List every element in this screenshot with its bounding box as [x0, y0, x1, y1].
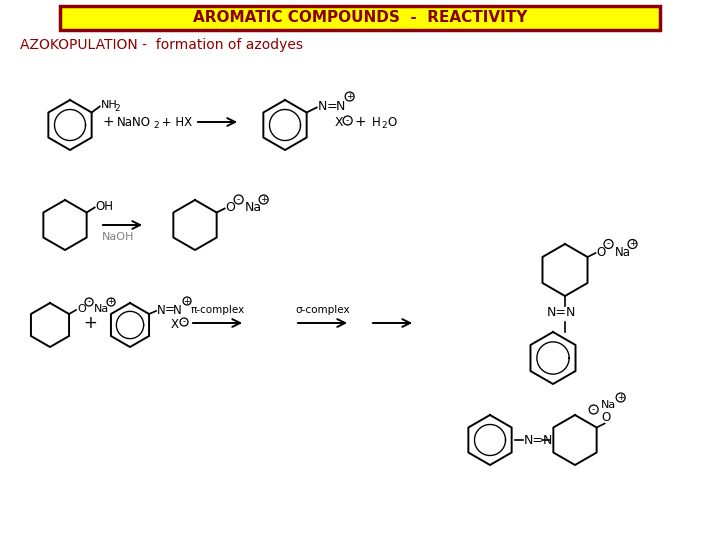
Text: 2: 2 [381, 120, 387, 130]
Text: +: + [346, 92, 354, 101]
Text: Na: Na [614, 246, 631, 259]
Text: AROMATIC COMPOUNDS  -  REACTIVITY: AROMATIC COMPOUNDS - REACTIVITY [193, 10, 527, 25]
Text: Na: Na [94, 304, 109, 314]
Text: Na: Na [600, 401, 616, 410]
Text: N=N: N=N [524, 434, 554, 447]
Text: -: - [237, 195, 240, 204]
FancyBboxPatch shape [60, 6, 660, 30]
Text: -: - [607, 240, 610, 248]
Text: O: O [387, 116, 396, 129]
Text: N: N [318, 100, 327, 113]
Text: +: + [260, 195, 267, 204]
Text: O: O [596, 246, 606, 259]
Text: +: + [354, 115, 366, 129]
Text: +: + [107, 298, 114, 307]
Text: X: X [171, 318, 179, 330]
Text: +: + [102, 115, 114, 129]
Text: =: = [327, 100, 337, 113]
Text: N: N [157, 303, 166, 316]
Text: -: - [88, 298, 91, 307]
Text: π-complex: π-complex [191, 305, 245, 315]
Text: H: H [372, 116, 381, 129]
Text: Na: Na [245, 201, 262, 214]
Text: NH: NH [101, 100, 117, 111]
Text: N: N [336, 100, 345, 113]
Text: +: + [83, 314, 97, 332]
Text: +: + [629, 240, 636, 248]
Text: OH: OH [96, 200, 114, 213]
Text: AZOKOPULATION -  formation of azodyes: AZOKOPULATION - formation of azodyes [20, 38, 303, 52]
Text: O: O [225, 201, 235, 214]
Text: 2: 2 [114, 104, 120, 113]
Text: O: O [602, 411, 611, 424]
Text: NaOH: NaOH [102, 232, 134, 242]
Text: +: + [184, 296, 191, 306]
Text: X: X [335, 116, 343, 129]
Text: -: - [183, 318, 186, 327]
Text: + HX: + HX [158, 116, 192, 129]
Text: -: - [592, 405, 595, 414]
Text: O: O [77, 304, 86, 314]
Text: +: + [617, 393, 624, 402]
Text: N=N: N=N [547, 307, 577, 320]
Text: NaNO: NaNO [117, 116, 151, 129]
Text: -: - [346, 116, 349, 125]
Text: 2: 2 [153, 120, 158, 130]
Text: σ-complex: σ-complex [296, 305, 351, 315]
Text: =: = [165, 303, 175, 316]
Text: N: N [173, 303, 182, 316]
